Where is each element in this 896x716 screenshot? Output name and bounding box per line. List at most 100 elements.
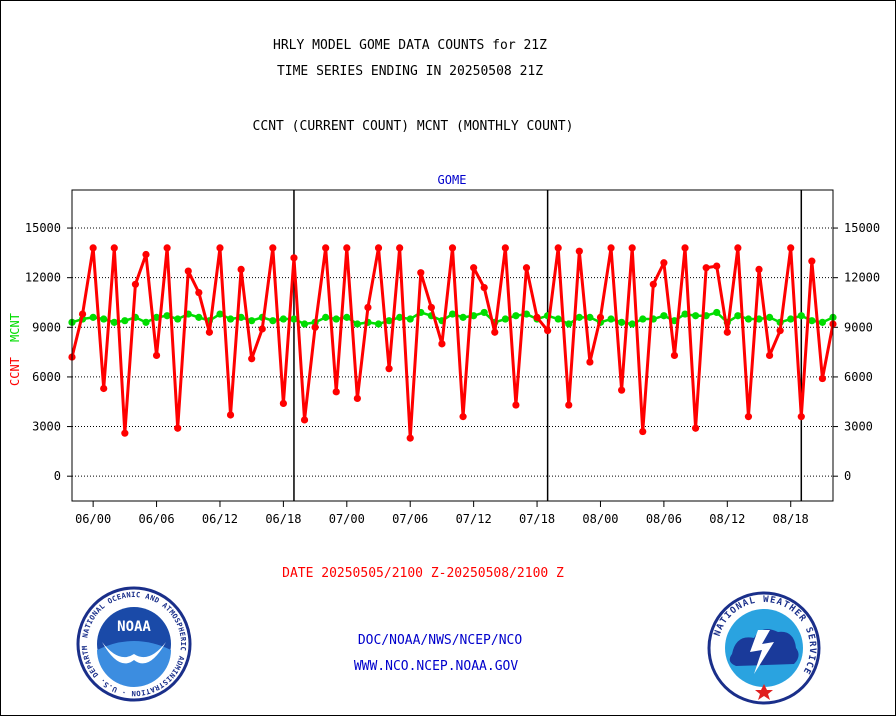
mcnt-data-point [744, 315, 753, 323]
ccnt-data-point [554, 244, 562, 252]
x-tick-label: 06/06 [138, 512, 174, 526]
mcnt-data-point [248, 317, 256, 325]
ccnt-data-point [491, 328, 499, 336]
x-tick-label: 08/12 [709, 512, 745, 526]
ccnt-data-point [512, 401, 520, 409]
mcnt-data-point [322, 313, 330, 321]
ccnt-data-point [438, 340, 446, 348]
y-tick-label: 6000 [32, 370, 61, 384]
ccnt-data-point [501, 244, 509, 252]
ccnt-data-point [522, 264, 531, 272]
y-tick-labels-right: 0 3000 6000 9000 12000 15000 [844, 221, 880, 483]
ccnt-data-point [100, 384, 108, 393]
ccnt-data-point [279, 399, 287, 407]
ccnt-data-point [110, 244, 118, 252]
mcnt-data-point [279, 315, 287, 323]
ccnt-data-point [575, 247, 583, 255]
mcnt-data-point [343, 313, 351, 321]
ccnt-data-point [596, 313, 605, 321]
mcnt-data-point [808, 317, 816, 325]
noaa-logo-icon: NATIONAL OCEANIC AND ATMOSPHERIC ADMINIS… [74, 584, 192, 702]
mcnt-data-point [512, 312, 520, 320]
x-tick-label: 06/18 [265, 512, 301, 526]
ccnt-data-point [818, 374, 827, 383]
y-tick-labels-left: 0 3000 6000 9000 12000 15000 [25, 221, 61, 483]
chart-title-line2: TIME SERIES ENDING IN 20250508 21Z [276, 64, 544, 79]
mcnt-data-point [818, 318, 827, 326]
ccnt-data-point [174, 424, 182, 432]
mcnt-data-point [681, 310, 689, 318]
ccnt-data-point [374, 244, 383, 252]
mcnt-data-point [628, 320, 636, 328]
mcnt-data-point [639, 315, 647, 323]
nws-logo-icon: NATIONAL WEATHER SERVICE [707, 591, 821, 705]
ccnt-data-point [776, 327, 784, 335]
ccnt-data-point [649, 280, 657, 288]
mcnt-data-point [216, 310, 224, 318]
ccnt-data-point [734, 244, 742, 252]
chart-subtitle: CCNT (CURRENT COUNT) MCNT (MONTHLY COUNT… [252, 119, 574, 134]
ccnt-data-point [639, 427, 647, 436]
x-tick-label: 07/18 [519, 512, 555, 526]
x-tick-label: 06/12 [202, 512, 238, 526]
mcnt-data-point [269, 317, 277, 325]
ccnt-data-point [702, 264, 710, 272]
y-tick-label: 9000 [844, 320, 873, 334]
mcnt-data-point [554, 315, 562, 323]
ccnt-data-point [670, 351, 679, 360]
mcnt-data-point [195, 313, 203, 321]
y-axis-label-ccnt: CCNT [8, 357, 22, 386]
ccnt-data-point [565, 401, 573, 409]
ccnt-data-point [607, 244, 615, 252]
ccnt-data-point [364, 303, 372, 312]
ccnt-data-point [417, 269, 425, 277]
y-tick-label: 0 [54, 469, 61, 483]
grid-layer [67, 227, 838, 477]
ccnt-data-point [744, 413, 753, 421]
ccnt-data-point [226, 411, 235, 419]
y-tick-label: 6000 [844, 370, 873, 384]
mcnt-data-point [152, 313, 161, 321]
gome-time-series-chart: GOME 0 3000 6000 9000 12000 15000 0 3000 6000 90… [8, 173, 880, 526]
series-layer [68, 244, 837, 442]
mcnt-data-point [755, 315, 763, 323]
mcnt-data-point [501, 315, 509, 323]
ccnt-data-point [385, 365, 393, 373]
mcnt-data-point [660, 312, 668, 320]
ccnt-data-point [586, 358, 594, 366]
ccnt-data-point [269, 244, 277, 252]
y-tick-label: 0 [844, 469, 851, 483]
ccnt-data-point [237, 265, 245, 274]
ccnt-data-point [765, 351, 774, 360]
ccnt-data-point [216, 244, 224, 252]
mcnt-data-point [121, 317, 129, 325]
x-tick-label: 08/18 [773, 512, 809, 526]
mcnt-data-point [406, 315, 414, 323]
ccnt-data-point [290, 254, 298, 262]
mcnt-data-point [163, 312, 171, 320]
mcnt-data-point [459, 313, 467, 321]
x-tick-layer: 06/00 06/06 06/12 06/18 07/00 07/06 07/12 07/18… [75, 501, 809, 526]
panel-title: GOME [438, 173, 467, 187]
noaa-logo-text: NOAA [117, 619, 151, 635]
ccnt-data-point [808, 257, 816, 265]
ccnt-series-line [70, 246, 835, 440]
day-boundary-layer [293, 190, 803, 501]
ccnt-data-point [681, 244, 689, 252]
mcnt-data-point [300, 320, 309, 328]
ccnt-data-point [533, 313, 541, 321]
ccnt-data-point [618, 386, 626, 394]
y-tick-label: 3000 [32, 420, 61, 434]
ccnt-data-point [332, 388, 340, 396]
ccnt-data-point [723, 328, 731, 336]
mcnt-data-point [691, 312, 700, 320]
y-tick-label: 3000 [844, 420, 873, 434]
ccnt-data-point [691, 424, 700, 432]
mcnt-data-point [332, 315, 340, 323]
ccnt-data-point [459, 413, 467, 421]
mcnt-data-point [575, 313, 583, 321]
ccnt-data-point [713, 262, 721, 270]
x-tick-label: 07/06 [392, 512, 428, 526]
ccnt-data-point [258, 325, 266, 333]
mcnt-data-point [100, 315, 108, 323]
